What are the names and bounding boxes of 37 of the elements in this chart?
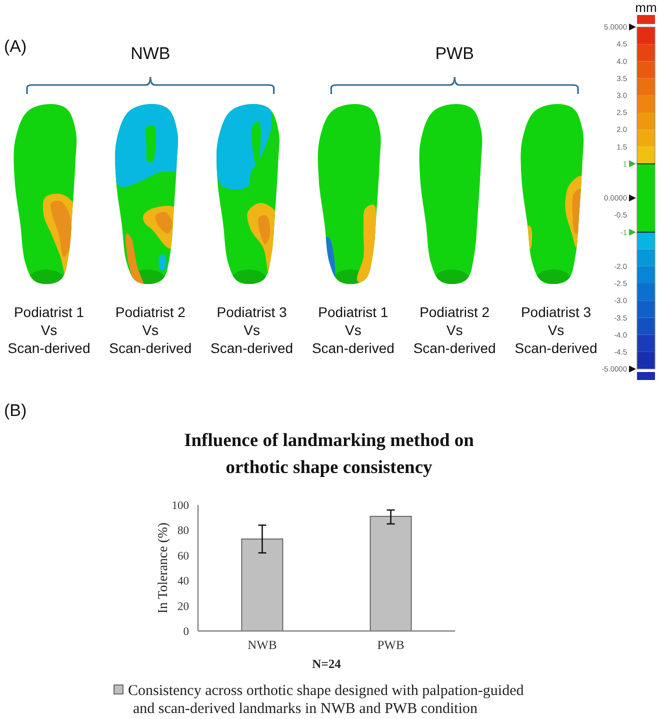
y-tick-label: 20: [178, 600, 190, 613]
x-axis-title: N=24: [312, 657, 342, 671]
bar: [637, 95, 655, 112]
bar: [637, 318, 655, 335]
y-tick-label: 60: [178, 550, 190, 562]
y-tick-label: 40: [178, 576, 190, 588]
bar: [637, 284, 655, 301]
bar: [637, 266, 655, 284]
text: (A): [4, 37, 27, 56]
text: NWB: [130, 44, 170, 63]
y-tick-label: 100: [172, 500, 190, 512]
bar: [637, 61, 655, 78]
bar: [637, 130, 655, 147]
category-label: Podiatrist 1 Vs Scan-derived: [312, 304, 394, 356]
chart-title: Influence of landmarking method on orthotic shape consistency: [184, 431, 475, 478]
y-tick-label: 0: [183, 626, 190, 638]
text: PWB: [435, 44, 474, 63]
y-axis-title: mm: [635, 0, 657, 15]
bar: [637, 300, 655, 318]
text: (B): [4, 401, 27, 420]
bar: [637, 334, 655, 352]
bar: [637, 44, 655, 62]
y-tick-label: 80: [178, 525, 190, 538]
y-axis-title: In Tolerance (%): [155, 522, 170, 614]
category-label: Podiatrist 1 Vs Scan-derived: [8, 304, 90, 356]
category-label: Podiatrist 3 Vs Scan-derived: [210, 304, 294, 356]
bar: [637, 352, 655, 369]
bar: [637, 112, 655, 130]
bar: [637, 27, 655, 44]
category-label: Podiatrist 2 Vs Scan-derived: [413, 304, 496, 356]
bar: [637, 249, 655, 266]
category-label: Podiatrist 3 Vs Scan-derived: [514, 304, 598, 356]
bar: [637, 146, 655, 164]
legend-label: Consistency across orthotic shape designed with palpation-guided and scan-derived landmarks in NWB and PWB condition: [128, 683, 524, 717]
bar: [637, 232, 655, 250]
bar: [637, 78, 655, 96]
category-label: Podiatrist 2 Vs Scan-derived: [109, 304, 192, 356]
